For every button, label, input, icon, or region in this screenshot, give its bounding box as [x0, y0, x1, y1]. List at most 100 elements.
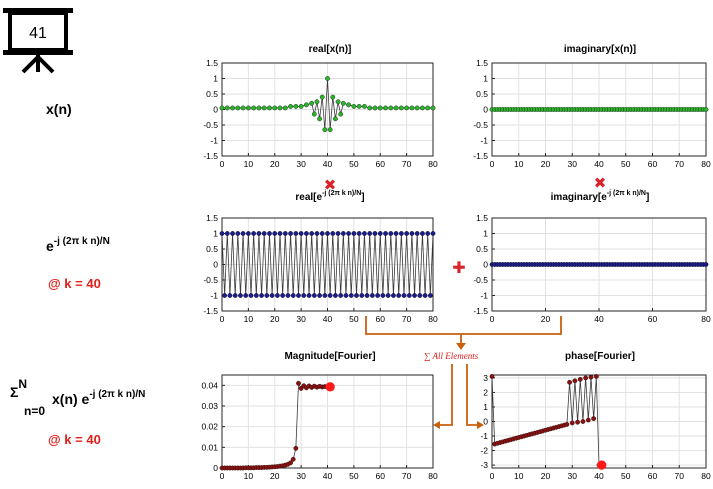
data-point	[264, 293, 270, 298]
y-tick-label: -1.5	[473, 306, 488, 316]
data-point	[333, 293, 338, 298]
data-point	[245, 231, 251, 236]
data-point	[362, 231, 367, 236]
label-k-value: @ k = 40	[48, 276, 101, 291]
x-tick-label: 60	[376, 314, 386, 324]
data-point	[230, 105, 235, 111]
x-tick-label: 50	[621, 159, 631, 169]
y-tick-label: -1.5	[203, 151, 218, 161]
x-tick-label: 0	[490, 159, 495, 169]
label-sum-formula: ΣN	[10, 377, 27, 400]
label-x-n: x(n)	[46, 101, 72, 117]
data-point	[298, 231, 304, 236]
title-imaginary-exponential: imaginary[e-j (2π k n)/N]	[520, 190, 680, 203]
data-point	[227, 293, 233, 298]
data-point	[583, 375, 589, 381]
data-point	[404, 105, 410, 111]
data-point	[238, 293, 243, 298]
x-tick-label: 50	[349, 471, 359, 481]
data-point	[372, 231, 378, 236]
x-tick-label: 50	[349, 159, 359, 169]
data-point	[388, 105, 394, 111]
y-tick-label: 1	[213, 229, 218, 239]
x-tick-label: 10	[244, 159, 254, 169]
data-point	[280, 293, 286, 298]
data-point	[327, 293, 333, 298]
highlight-point	[596, 460, 607, 470]
data-point	[380, 293, 386, 298]
data-point	[348, 293, 354, 298]
x-tick-label: 30	[296, 314, 306, 324]
title-imag-e-pre: imaginary[e	[550, 192, 607, 203]
data-point	[588, 374, 594, 380]
data-point	[585, 417, 591, 423]
x-tick-label: 10	[514, 159, 524, 169]
data-point	[420, 231, 425, 236]
slide-number: 41	[29, 25, 47, 42]
data-point	[351, 104, 357, 109]
data-point	[343, 293, 349, 298]
y-tick-label: -0.5	[203, 120, 218, 130]
data-point	[314, 99, 320, 105]
data-point	[430, 105, 436, 111]
data-point	[398, 105, 404, 111]
y-tick-label: -1	[480, 136, 488, 146]
data-point	[296, 293, 301, 298]
data-point	[330, 231, 336, 236]
title-real-e-post: ]	[361, 192, 365, 203]
x-tick-label: 40	[594, 471, 604, 481]
y-tick-label: -1	[210, 136, 218, 146]
data-point	[340, 100, 346, 106]
data-point	[404, 231, 410, 236]
data-point	[306, 293, 312, 298]
data-point	[309, 100, 315, 106]
data-point	[412, 293, 417, 298]
data-point	[235, 105, 241, 111]
data-point	[259, 293, 264, 298]
chart-real-exponential: 0 10 20 30 40 50 60 70 80 -1.5 -1 -0.5 0 0.5 1 1.5	[203, 213, 438, 324]
data-point	[346, 231, 351, 236]
x-tick-label: 30	[568, 159, 578, 169]
data-point	[406, 293, 412, 298]
y-tick-label: 0	[483, 417, 488, 427]
y-tick-label: 0.5	[476, 89, 488, 99]
x-tick-label: 70	[402, 314, 412, 324]
y-tick-label: -1.5	[203, 306, 218, 316]
data-point	[219, 105, 225, 111]
data-point	[272, 105, 278, 111]
x-tick-label: 80	[701, 471, 711, 481]
data-point	[383, 105, 388, 111]
chart-imaginary-exponential: 0 20 40 60 80 -1.5 -1 -0.5 0 0.5 1 1.5	[473, 213, 711, 324]
data-point	[325, 231, 330, 236]
data-point	[309, 231, 315, 236]
y-tick-label: 1	[483, 229, 488, 239]
title-imaginary-x: imaginary[x(n)]	[563, 44, 637, 55]
chart-magnitude-fourier: 0 10 20 30 40 50 60 70 80 0 0.01 0.02 0.03 0.04	[201, 374, 438, 481]
highlight-point	[325, 382, 335, 392]
y-tick-label: -1	[480, 431, 488, 441]
data-point	[703, 262, 709, 267]
chart-phase-fourier: 0 10 20 30 40 50 60 70 80 -3 -2 -1 0 1 2 3	[480, 373, 711, 481]
x-tick-label: 20	[541, 471, 551, 481]
x-tick-label: 60	[376, 159, 386, 169]
x-tick-label: 0	[220, 471, 225, 481]
y-tick-label: 0	[213, 260, 218, 270]
title-real-e-exp: -j (2π k n)/N	[322, 190, 362, 197]
y-tick-label: -0.5	[203, 275, 218, 285]
y-tick-label: -2	[480, 446, 488, 456]
y-tick-label: -0.5	[473, 275, 488, 285]
x-tick-label: 40	[323, 159, 333, 169]
data-point	[240, 231, 246, 236]
data-point	[303, 102, 309, 108]
x-tick-label: 80	[701, 314, 711, 324]
x-tick-label: 20	[270, 314, 280, 324]
sum-body: x(n) e	[52, 391, 90, 407]
data-point	[282, 105, 288, 111]
y-tick-label: -0.5	[473, 120, 488, 130]
label-sum-k-value: @ k = 40	[48, 432, 101, 447]
data-point	[569, 420, 575, 426]
x-tick-label: 60	[648, 471, 658, 481]
x-tick-label: 20	[541, 159, 551, 169]
x-tick-label: 0	[220, 159, 225, 169]
data-point	[272, 231, 278, 236]
